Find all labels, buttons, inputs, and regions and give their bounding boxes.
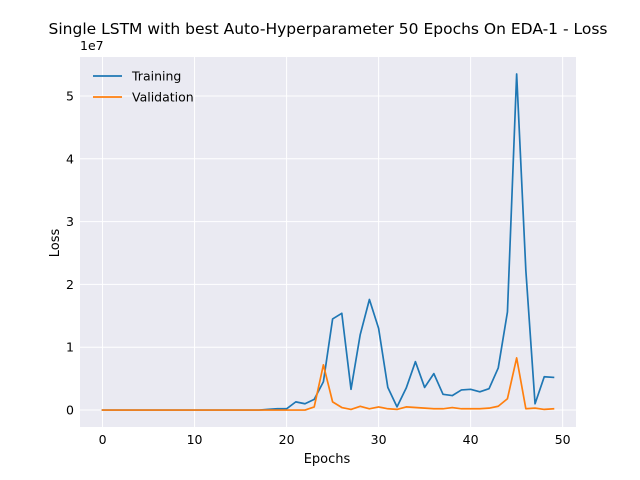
series-lines — [101, 73, 555, 411]
series-line-validation — [101, 357, 555, 411]
y-tick-label: 2 — [66, 277, 74, 292]
legend: Training Validation — [93, 69, 194, 105]
y-offset-label: 1e7 — [80, 38, 104, 53]
legend-label-training: Training — [131, 69, 181, 84]
x-tick-label: 10 — [187, 432, 203, 447]
y-tick-labels: 0 1 2 3 4 5 — [66, 88, 74, 417]
x-tick-label: 50 — [555, 432, 571, 447]
x-tick-label: 20 — [279, 432, 295, 447]
legend-label-validation: Validation — [132, 90, 194, 105]
x-tick-label: 40 — [463, 432, 479, 447]
y-tick-label: 0 — [66, 403, 74, 418]
y-tick-label: 3 — [66, 214, 74, 229]
y-tick-label: 5 — [66, 88, 74, 103]
x-tick-labels: 0 10 20 30 40 50 — [99, 432, 571, 447]
y-axis-label: Loss — [48, 229, 63, 258]
chart-title: Single LSTM with best Auto-Hyperparamete… — [49, 20, 608, 38]
x-axis-label: Epochs — [304, 452, 351, 467]
y-tick-label: 1 — [66, 340, 74, 355]
y-tick-label: 4 — [66, 151, 74, 166]
x-tick-label: 30 — [371, 432, 387, 447]
x-tick-label: 0 — [99, 432, 107, 447]
plot-area — [80, 57, 576, 427]
